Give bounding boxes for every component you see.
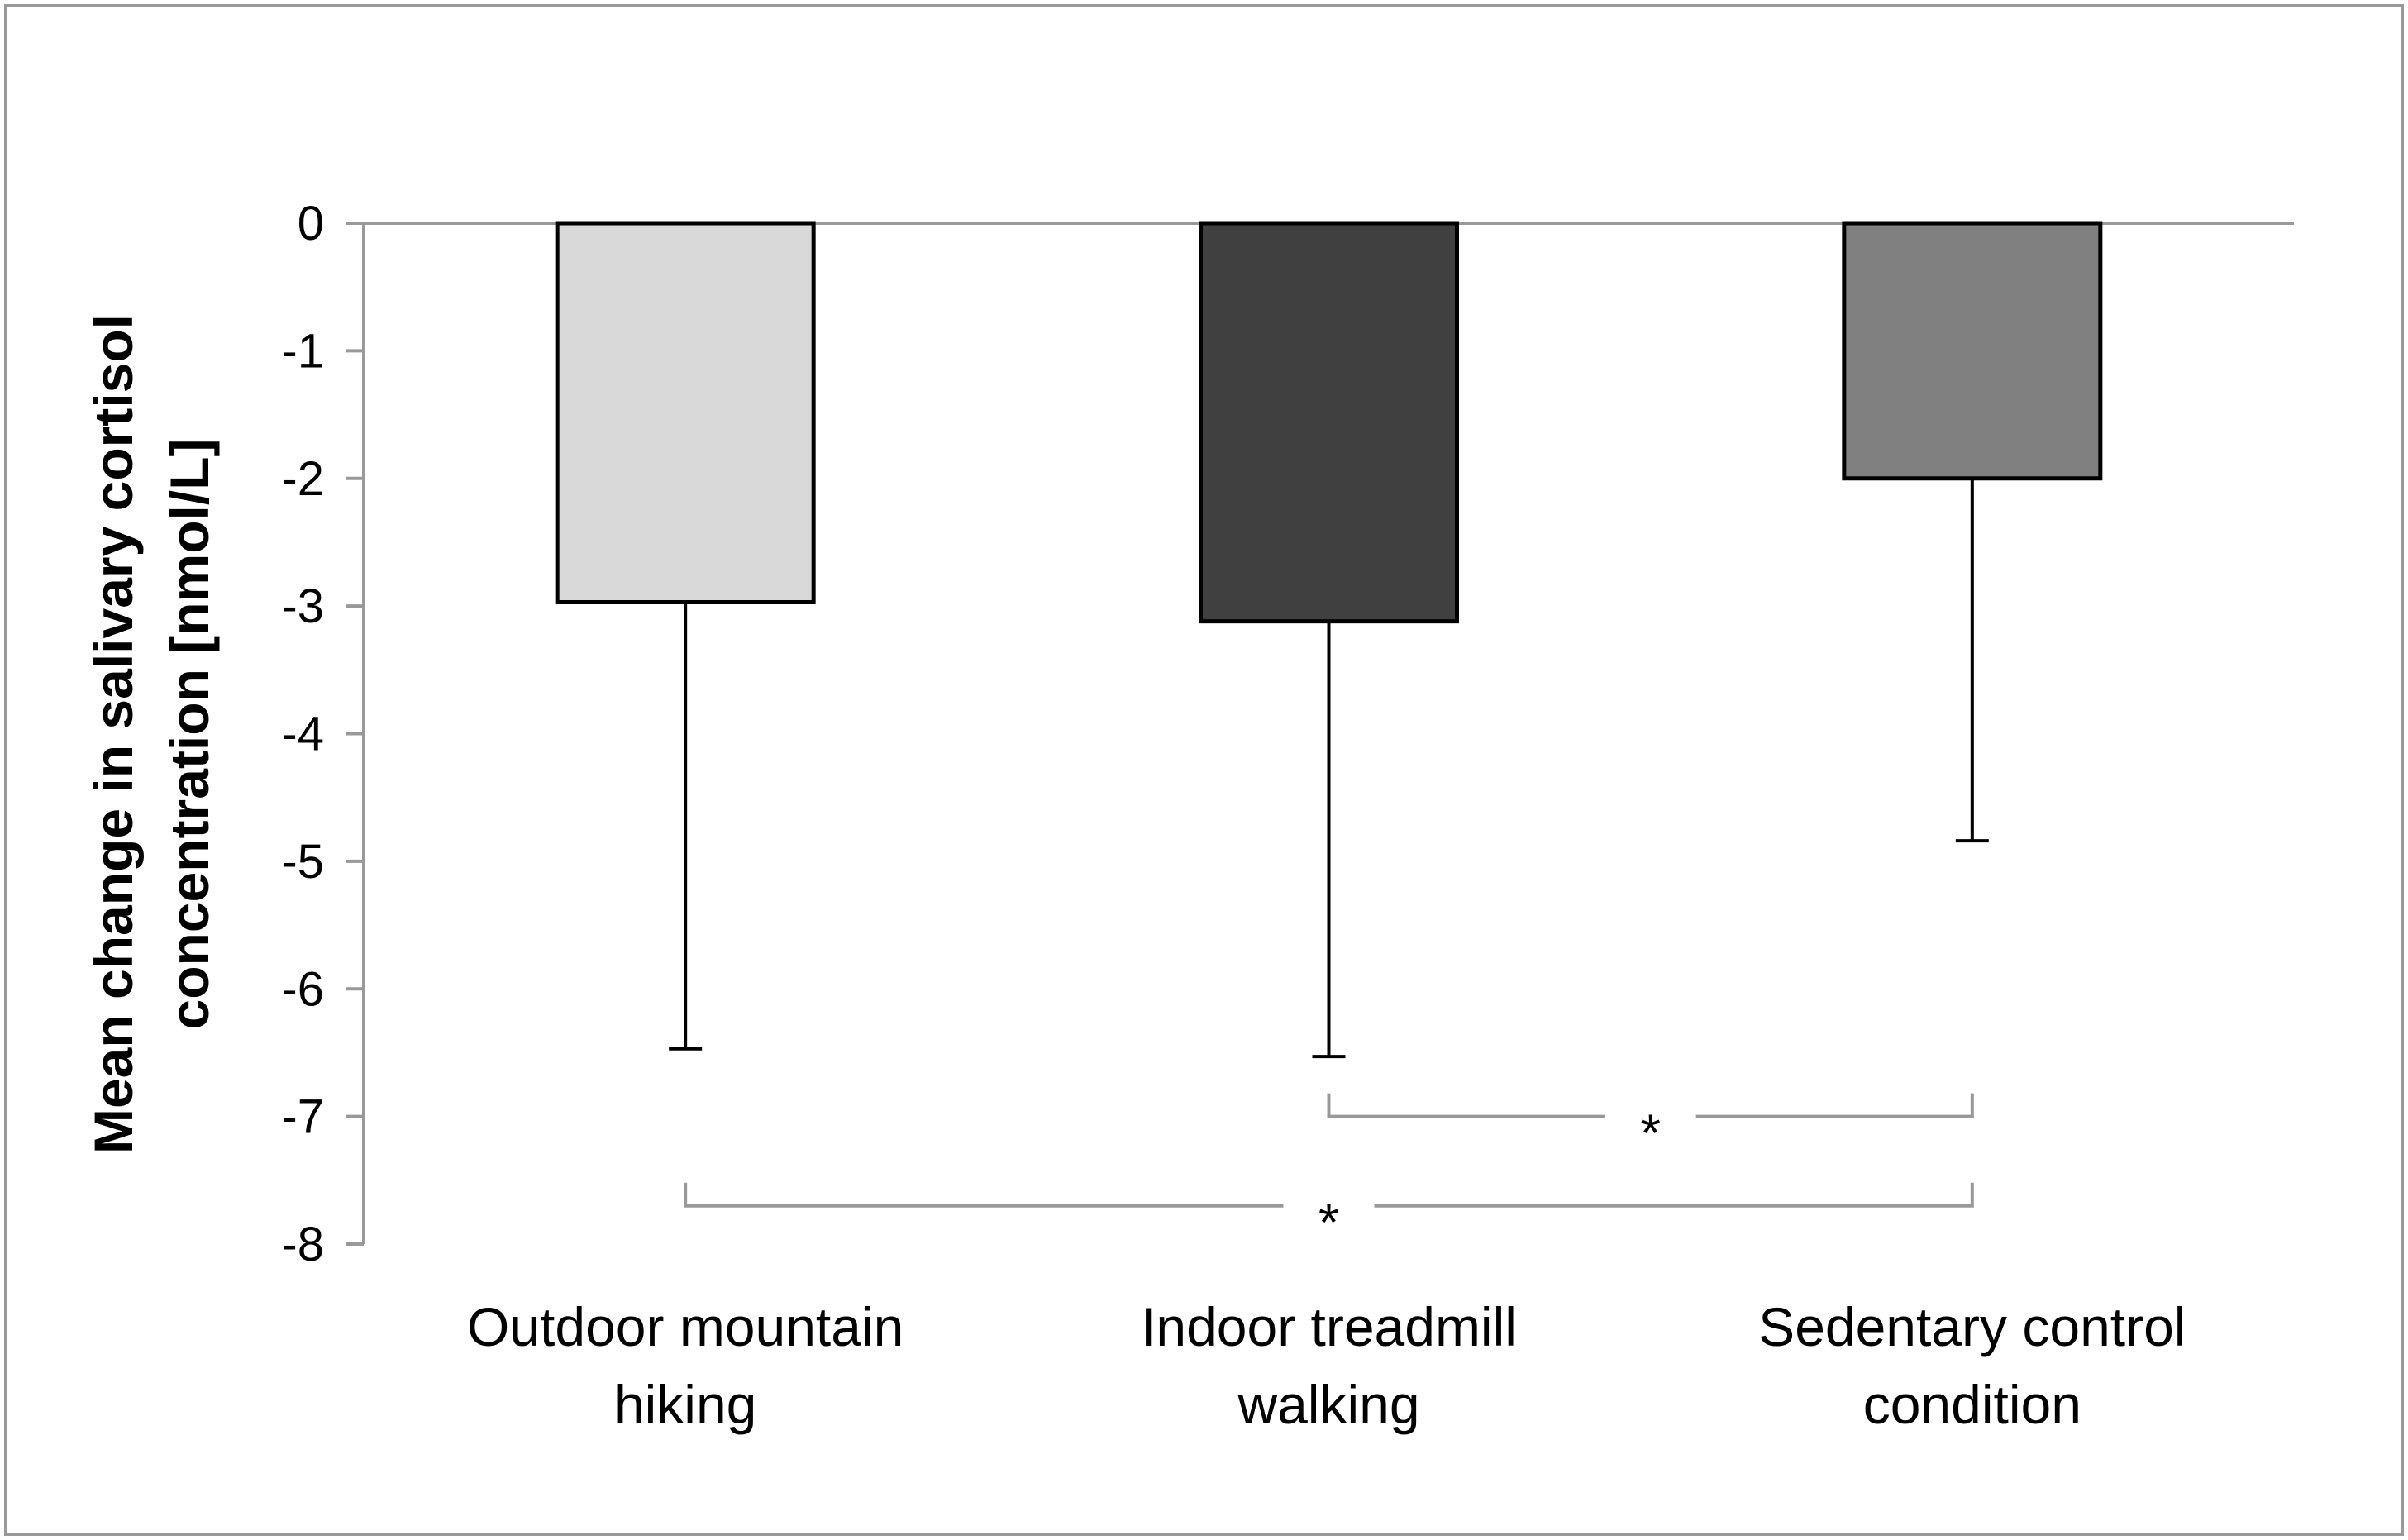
category-label-3: Sedentary control condition [1758,1296,2186,1435]
labels: 0 -1 -2 -3 -4 -5 -6 -7 -8 * * Outdoor mountain hikin… [83,197,2186,1435]
bar-1 [555,221,816,604]
bar-3 [1842,221,2103,481]
y-axis-title: Mean change in salivary cortisol concentr… [83,314,220,1154]
bars [555,221,2103,624]
y-tick-label: -5 [281,835,324,889]
y-tick-label: -7 [281,1090,324,1144]
y-tick-label: -1 [281,324,324,378]
significance-bracket-1 [1327,1093,1974,1118]
significance-brackets [684,1093,1974,1208]
y-tick-label: -2 [281,452,324,506]
y-tick-label: -3 [281,579,324,633]
y-tick-label: -6 [281,962,324,1016]
category-label-1: Outdoor mountain hiking [467,1296,904,1435]
significance-bracket-2 [684,1182,1974,1208]
error-bars [669,478,1989,1059]
y-tick-label: 0 [298,197,324,250]
category-label-2: Indoor treadmill walking [1141,1296,1517,1435]
significance-label-1: * [1640,1104,1661,1163]
y-tick-label: -4 [281,708,324,761]
y-tick-label: -8 [281,1218,324,1271]
bar-2 [1199,221,1459,624]
significance-label-2: * [1318,1193,1339,1252]
